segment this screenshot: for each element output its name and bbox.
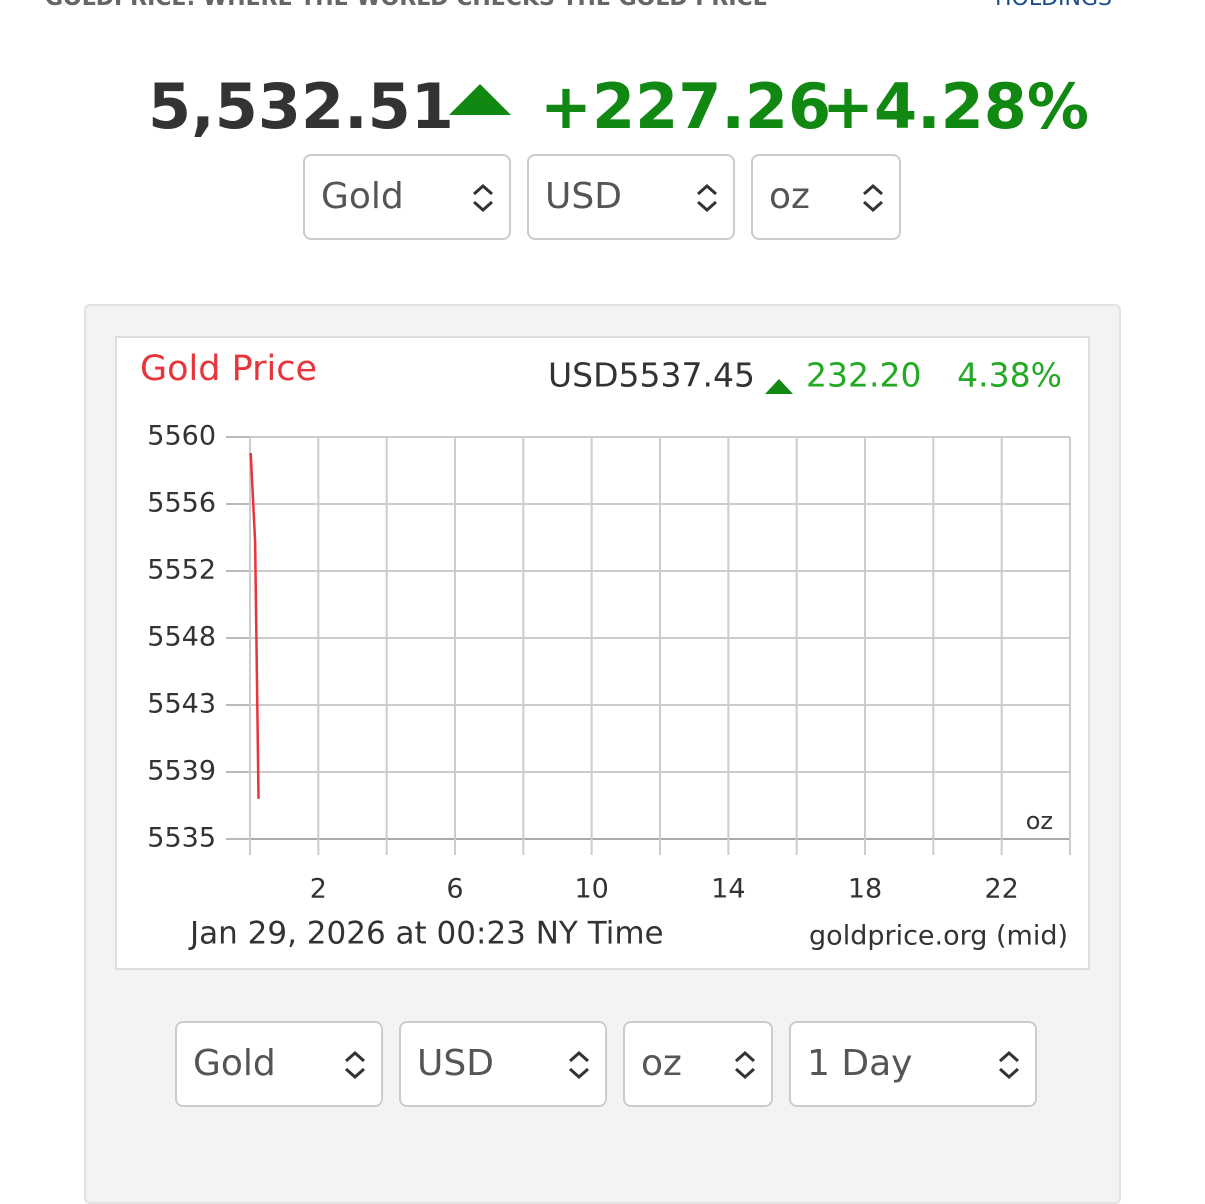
- x-tick-label: 14: [711, 874, 745, 905]
- source: goldprice.org (mid): [809, 921, 1068, 952]
- up-arrow: [765, 379, 793, 394]
- chart-box: [115, 336, 1090, 970]
- y-tick-label: 5548: [147, 622, 216, 653]
- chevron: [473, 183, 493, 213]
- select[interactable]: Gold: [175, 1021, 383, 1107]
- select[interactable]: Gold: [303, 154, 511, 240]
- select[interactable]: oz: [623, 1021, 773, 1107]
- y-tick-label: 5560: [147, 421, 216, 452]
- select[interactable]: USD: [527, 154, 735, 240]
- chart-change-percent: 4.38%: [957, 356, 1062, 395]
- x-tick-label: 6: [446, 874, 463, 905]
- chevron: [999, 1050, 1019, 1080]
- y-tick-label: 5552: [147, 554, 216, 585]
- brand: HOLDINGS: [995, 0, 1112, 11]
- unit-label: oz: [1026, 807, 1053, 835]
- chart: Gold Price USD5537.45 232.20 4.38% 5535 5539 5…: [140, 349, 1071, 952]
- select-label: USD: [417, 1043, 494, 1084]
- change: +227.26: [540, 70, 832, 143]
- select-label: oz: [769, 176, 810, 217]
- select-label: oz: [641, 1043, 682, 1084]
- y-tick-label: 5556: [147, 488, 216, 519]
- change-percent: +4.28%: [822, 70, 1090, 143]
- price: 5,532.51: [148, 70, 454, 143]
- chart-price: USD5537.45: [548, 356, 755, 395]
- y-tick-label: 5543: [147, 689, 216, 720]
- select[interactable]: oz: [751, 154, 901, 240]
- x-tick-label: 2: [310, 874, 327, 905]
- select[interactable]: USD: [399, 1021, 607, 1107]
- page: GOLDPRICE: WHERE THE WORLD CHECKS THE GO…: [45, 0, 1121, 1204]
- chevron: [345, 1050, 365, 1080]
- select-label: Gold: [321, 176, 404, 217]
- select-label: 1 Day: [807, 1043, 913, 1084]
- up-arrow: [449, 84, 511, 115]
- tagline: GOLDPRICE: WHERE THE WORLD CHECKS THE GO…: [45, 0, 768, 11]
- footer-time: Jan 29, 2026 at 00:23 NY Time: [188, 916, 664, 952]
- chevron: [863, 183, 883, 213]
- select-label: USD: [545, 176, 622, 217]
- chevron: [569, 1050, 589, 1080]
- y-tick-label: 5539: [147, 755, 216, 786]
- x-tick-label: 22: [984, 874, 1018, 905]
- x-tick-label: 18: [848, 874, 882, 905]
- x-tick-label: 10: [574, 874, 608, 905]
- chart-change: 232.20: [806, 356, 921, 395]
- select[interactable]: 1 Day: [789, 1021, 1037, 1107]
- select-label: Gold: [193, 1043, 276, 1084]
- y-tick-label: 5535: [147, 823, 216, 854]
- chevron: [735, 1050, 755, 1080]
- price-line: [249, 453, 260, 799]
- chevron: [697, 183, 717, 213]
- chart-title: Gold Price: [140, 349, 317, 389]
